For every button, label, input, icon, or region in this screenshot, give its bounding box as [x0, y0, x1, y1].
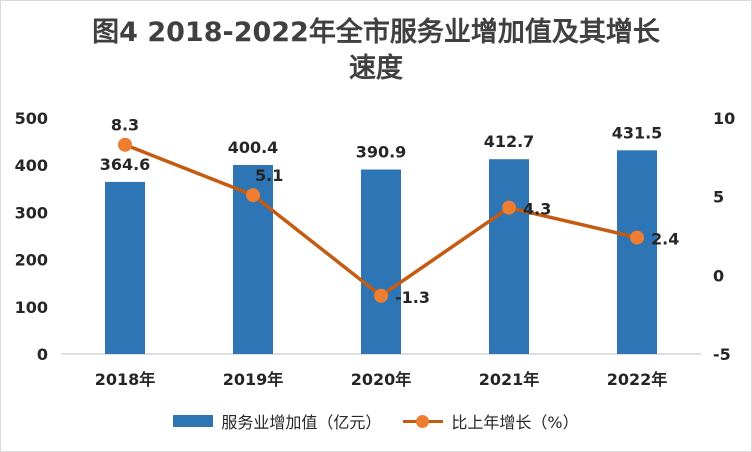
growth-point [118, 137, 132, 152]
x-tick-label: 2022年 [607, 370, 668, 389]
bar [617, 150, 657, 354]
line-data-label: 4.3 [523, 200, 551, 219]
growth-point [630, 230, 644, 245]
y-right-tick-label: 10 [713, 109, 735, 128]
y-left-tick-label: 200 [15, 251, 48, 270]
y-right-tick-label: -5 [713, 345, 731, 364]
line-data-label: -1.3 [395, 288, 430, 307]
bar [105, 181, 145, 354]
legend-line-swatch [403, 415, 444, 428]
growth-point [246, 188, 260, 203]
legend-bar-label: 服务业增加值（亿元） [221, 413, 382, 432]
line-data-label: 2.4 [651, 230, 679, 249]
x-tick-label: 2018年 [95, 370, 156, 389]
y-right-tick-label: 5 [713, 188, 724, 207]
legend: 服务业增加值（亿元） 比上年增长（%） [1, 409, 751, 433]
legend-item-line-series: 比上年增长（%） [403, 409, 579, 433]
y-left-tick-label: 400 [15, 156, 48, 175]
growth-point [502, 200, 516, 215]
bar-data-label: 390.9 [356, 142, 407, 161]
bar [361, 169, 401, 354]
chart-title: 图4 2018-2022年全市服务业增加值及其增长 速度 [1, 15, 751, 87]
x-tick-label: 2020年 [351, 370, 412, 389]
x-tick-label: 2021年 [479, 370, 540, 389]
legend-bar-swatch [173, 415, 214, 427]
y-left-tick-label: 0 [37, 345, 48, 364]
x-tick-label: 2019年 [223, 370, 284, 389]
legend-item-bar-series: 服务业增加值（亿元） [173, 409, 381, 433]
chart-title-line-2: 速度 [349, 53, 403, 84]
line-data-label: 5.1 [255, 166, 283, 185]
y-left-tick-label: 300 [15, 203, 48, 222]
y-right-tick-label: 0 [713, 266, 724, 285]
bar-data-label: 412.7 [484, 132, 535, 151]
growth-point [374, 288, 388, 303]
y-left-tick-label: 100 [15, 298, 48, 317]
bar-data-label: 364.6 [100, 155, 151, 174]
y-left-tick-label: 500 [15, 109, 48, 128]
bar-data-label: 431.5 [612, 123, 663, 142]
bar-data-label: 400.4 [228, 138, 279, 157]
bar [489, 159, 529, 354]
line-data-label: 8.3 [111, 116, 139, 135]
legend-line-label: 比上年增长（%） [451, 413, 579, 432]
chart-title-line-1: 图4 2018-2022年全市服务业增加值及其增长 [92, 17, 660, 48]
